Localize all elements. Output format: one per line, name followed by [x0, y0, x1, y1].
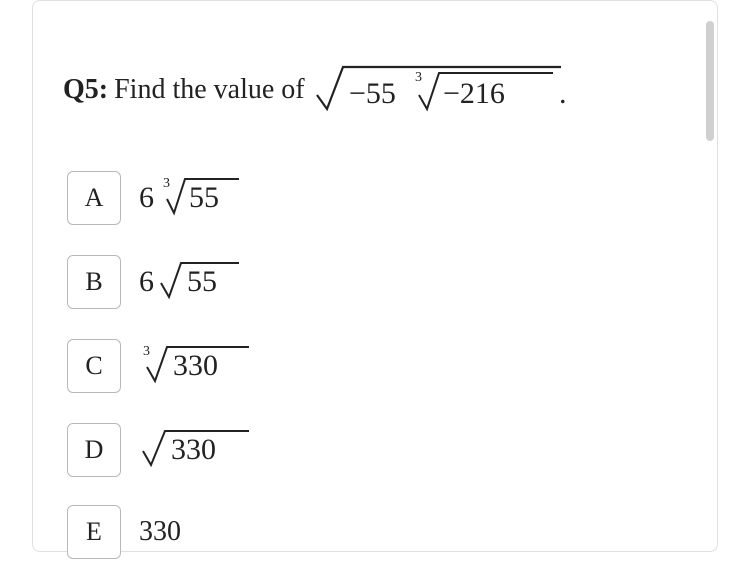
option-c-math: 3 330 [139, 337, 259, 395]
svg-text:55: 55 [189, 181, 219, 214]
svg-text:55: 55 [187, 265, 217, 298]
option-c: C 3 330 [67, 337, 687, 395]
option-d-letter: D [85, 435, 104, 465]
scrollbar[interactable] [706, 21, 714, 141]
option-b: B 6 55 [67, 253, 687, 311]
question-text: Find the value of [114, 74, 305, 106]
svg-text:.: . [559, 77, 567, 110]
option-c-button[interactable]: C [67, 339, 121, 393]
options-list: A 6 3 55 B 6 [67, 169, 687, 559]
option-a: A 6 3 55 [67, 169, 687, 227]
svg-text:3: 3 [415, 70, 422, 85]
svg-text:3: 3 [163, 176, 170, 191]
svg-text:330: 330 [173, 349, 218, 382]
question-row: Q5: Find the value of −55 3 −216 . [63, 51, 687, 129]
option-e-button[interactable]: E [67, 505, 121, 559]
svg-text:3: 3 [143, 344, 150, 359]
option-b-letter: B [85, 267, 102, 297]
option-c-letter: C [85, 351, 102, 381]
question-card: Q5: Find the value of −55 3 −216 . [32, 0, 718, 552]
option-d-button[interactable]: D [67, 423, 121, 477]
option-a-math: 6 3 55 [139, 169, 249, 227]
question-expression: −55 3 −216 . [313, 51, 573, 129]
option-d: D 330 [67, 421, 687, 479]
svg-text:−216: −216 [443, 77, 505, 110]
option-e-letter: E [86, 517, 102, 547]
svg-text:−55: −55 [349, 77, 396, 110]
svg-text:6: 6 [139, 181, 154, 214]
option-e-math: 330 [139, 516, 181, 548]
option-a-button[interactable]: A [67, 171, 121, 225]
svg-text:6: 6 [139, 265, 154, 298]
option-b-button[interactable]: B [67, 255, 121, 309]
svg-text:330: 330 [171, 433, 216, 466]
question-label: Q5: [63, 74, 108, 106]
option-d-math: 330 [139, 421, 259, 479]
option-a-letter: A [85, 183, 104, 213]
option-b-math: 6 55 [139, 253, 249, 311]
option-e: E 330 [67, 505, 687, 559]
